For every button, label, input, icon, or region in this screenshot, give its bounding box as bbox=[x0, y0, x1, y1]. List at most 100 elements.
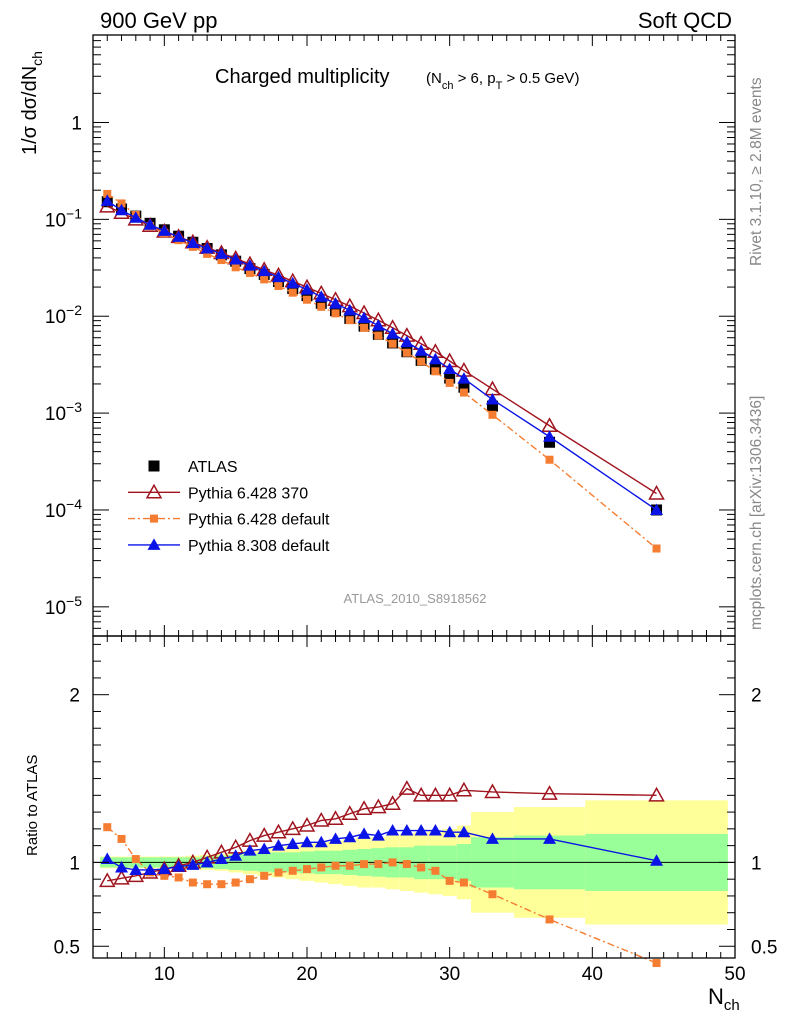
data-point-p8 bbox=[100, 852, 114, 865]
data-point-p8 bbox=[414, 344, 428, 356]
data-point-p6_def bbox=[488, 410, 497, 419]
data-point-p8 bbox=[457, 372, 471, 384]
data-point-p6_def bbox=[331, 861, 340, 870]
data-point-p6_def bbox=[545, 915, 554, 924]
data-point-p6_def bbox=[160, 871, 169, 880]
data-point-p6_def bbox=[445, 876, 454, 885]
legend-item-p8: Pythia 8.308 default bbox=[128, 538, 330, 555]
data-point-p6_def bbox=[374, 331, 383, 340]
data-point-p6_def bbox=[303, 865, 311, 874]
data-point-p6_370 bbox=[441, 786, 458, 802]
data-point-p8 bbox=[172, 860, 186, 872]
data-point-atlas bbox=[301, 290, 313, 302]
series-line-p6_def bbox=[106, 826, 657, 964]
data-point-p8 bbox=[543, 430, 557, 442]
data-point-p8 bbox=[386, 327, 400, 339]
plot-cuts-subtitle: (Nch > 6, pT > 0.5 GeV) bbox=[426, 70, 579, 92]
data-point-p8 bbox=[286, 276, 300, 289]
data-point-p6_def bbox=[317, 863, 326, 872]
data-point-p6_370 bbox=[284, 820, 302, 836]
data-point-p6_def bbox=[360, 323, 369, 332]
data-point-p6_def bbox=[288, 866, 297, 875]
data-point-p8 bbox=[371, 319, 385, 331]
data-point-p6_def bbox=[245, 875, 254, 884]
data-point-p6_370 bbox=[398, 780, 416, 795]
data-point-p6_370 bbox=[255, 827, 273, 842]
axis-ticks bbox=[92, 34, 736, 958]
data-point-p6_def bbox=[459, 388, 468, 397]
ratio-panel-series bbox=[98, 780, 665, 968]
data-point-p6_370 bbox=[384, 795, 401, 810]
data-point-p6_def bbox=[417, 863, 426, 872]
data-point-p6_def bbox=[374, 860, 383, 869]
data-point-p8 bbox=[414, 824, 428, 836]
y-tick-label: 10−1 bbox=[45, 205, 82, 231]
data-point-p8 bbox=[329, 832, 343, 844]
data-point-p6_def bbox=[117, 834, 126, 843]
data-point-p8 bbox=[343, 830, 357, 843]
data-point-p6_def bbox=[188, 878, 197, 887]
data-point-p6_370 bbox=[412, 786, 430, 802]
data-point-p8 bbox=[300, 835, 314, 848]
data-point-p6_def bbox=[217, 880, 226, 889]
data-point-p6_def bbox=[288, 288, 297, 297]
data-point-atlas bbox=[458, 381, 470, 393]
data-point-p8 bbox=[186, 858, 200, 870]
data-point-p6_370 bbox=[541, 785, 558, 800]
data-point-p8 bbox=[214, 247, 228, 259]
data-point-p8 bbox=[443, 825, 457, 838]
data-point-p6_def bbox=[652, 544, 661, 553]
data-point-p8 bbox=[428, 352, 442, 365]
data-point-p8 bbox=[243, 259, 257, 271]
legend-item-p6_370: Pythia 6.428 370 bbox=[128, 483, 308, 502]
data-point-atlas bbox=[486, 400, 498, 412]
data-point-p8 bbox=[428, 824, 442, 836]
data-point-p6_370 bbox=[113, 869, 130, 885]
y-tick-label: 10−3 bbox=[45, 399, 82, 425]
analysis-id-label: ATLAS_2010_S8918562 bbox=[344, 591, 487, 606]
data-point-p8 bbox=[457, 825, 471, 838]
header-energy-label: 900 GeV pp bbox=[100, 8, 218, 33]
data-point-p6_370 bbox=[455, 781, 473, 797]
legend-marker-p8 bbox=[147, 538, 161, 550]
y-tick-label: 0.5 bbox=[54, 937, 80, 958]
data-point-p8 bbox=[129, 863, 143, 875]
data-point-p8 bbox=[214, 852, 228, 865]
legend-item-p6_def: Pythia 6.428 default bbox=[128, 512, 330, 529]
x-tick-label: 10 bbox=[154, 964, 175, 985]
data-point-p8 bbox=[386, 824, 400, 836]
data-point-p6_def bbox=[545, 455, 554, 464]
data-point-p8 bbox=[485, 393, 499, 405]
y-tick-label-right: 1 bbox=[751, 853, 762, 874]
data-point-p8 bbox=[172, 230, 186, 242]
ratio-panel-frame bbox=[92, 635, 736, 959]
header-category-label: Soft QCD bbox=[637, 8, 732, 33]
data-point-p6_def bbox=[488, 890, 497, 899]
data-point-p6_370 bbox=[312, 811, 330, 827]
data-point-p6_370 bbox=[427, 786, 444, 802]
data-point-p6_def bbox=[402, 860, 411, 869]
data-point-p6_def bbox=[459, 878, 468, 887]
legend-label-p6_def: Pythia 6.428 default bbox=[188, 512, 330, 529]
data-point-p6_370 bbox=[298, 816, 316, 832]
data-point-p8 bbox=[400, 335, 414, 348]
data-point-p6_def bbox=[431, 866, 440, 875]
data-point-p8 bbox=[186, 236, 200, 249]
data-point-p8 bbox=[229, 849, 243, 861]
data-point-p6_def bbox=[317, 302, 326, 311]
data-point-p8 bbox=[357, 311, 371, 323]
x-tick-label: 50 bbox=[724, 964, 745, 985]
data-point-p6_def bbox=[231, 263, 240, 272]
data-point-p8 bbox=[200, 855, 214, 868]
data-point-p6_def bbox=[417, 357, 426, 366]
data-point-p8 bbox=[200, 242, 214, 254]
data-point-p6_def bbox=[203, 880, 212, 889]
data-point-p6_def bbox=[303, 295, 311, 304]
legend-label-p8: Pythia 8.308 default bbox=[188, 538, 330, 555]
data-point-p8 bbox=[485, 832, 499, 844]
data-point-p8 bbox=[286, 837, 300, 849]
data-point-p8 bbox=[143, 218, 157, 230]
legend: ATLAS Pythia 6.428 370 Pythia 6.428 defaul… bbox=[128, 459, 330, 555]
data-point-p8 bbox=[229, 253, 243, 265]
